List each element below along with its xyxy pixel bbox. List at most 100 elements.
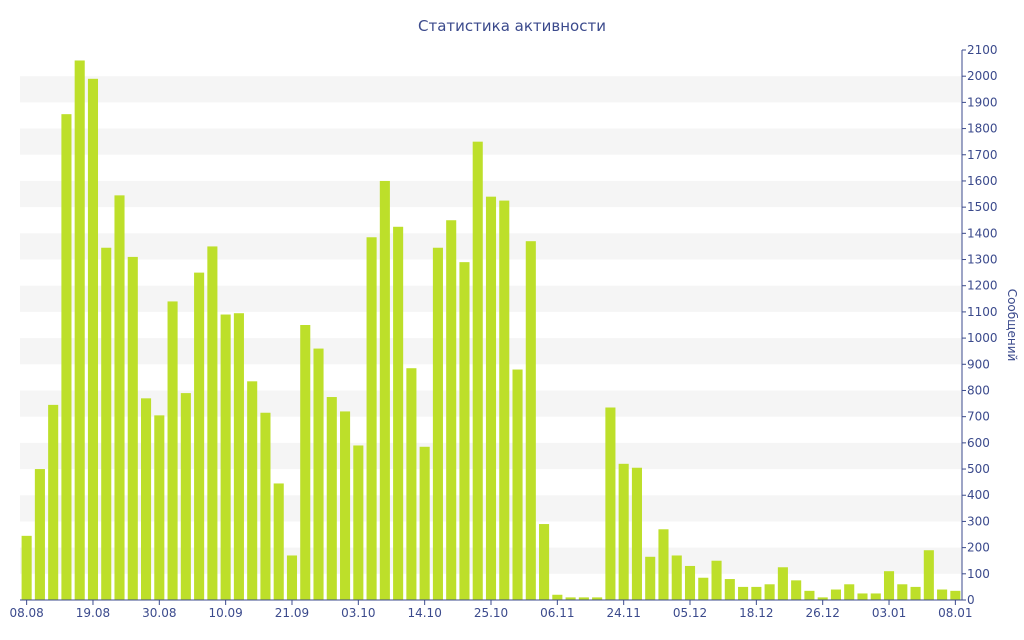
y-tick-label: 300	[967, 514, 990, 528]
bar	[393, 226, 404, 601]
bar	[857, 593, 868, 600]
x-tick-label: 21.09	[275, 606, 309, 620]
bar	[220, 314, 231, 600]
bar	[273, 483, 284, 600]
bar	[194, 272, 205, 600]
bar	[950, 590, 961, 600]
y-tick-label: 1800	[967, 122, 998, 136]
bar	[260, 412, 271, 600]
y-tick-label: 800	[967, 383, 990, 397]
y-tick-label: 1200	[967, 279, 998, 293]
bar	[512, 369, 523, 600]
y-axis: 0 100 200 300 400 500 600 700 800 900 1000 1100 1200…	[961, 43, 998, 607]
bar	[366, 237, 377, 600]
bar	[830, 589, 841, 600]
bar	[406, 368, 417, 600]
grid-band	[20, 76, 962, 103]
bar	[48, 404, 59, 600]
x-tick-label: 24.11	[606, 606, 640, 620]
y-tick-label: 400	[967, 488, 990, 502]
y-tick-label: 200	[967, 541, 990, 555]
bar	[897, 584, 908, 600]
bar	[286, 555, 298, 600]
bar	[340, 411, 351, 600]
bar	[379, 180, 390, 600]
bar	[658, 529, 669, 600]
bar	[207, 246, 218, 600]
bar	[419, 446, 430, 600]
x-tick-label: 26.12	[806, 606, 840, 620]
bar	[578, 597, 589, 600]
bar	[791, 580, 802, 600]
y-tick-label: 700	[967, 410, 990, 424]
y-tick-label: 900	[967, 357, 990, 371]
y-axis-label: Сообщений	[1005, 289, 1019, 362]
bar	[74, 60, 85, 600]
bar	[539, 524, 550, 600]
y-tick-label: 1700	[967, 148, 998, 162]
bar	[724, 579, 735, 600]
bar	[764, 584, 775, 600]
y-tick-label: 1500	[967, 200, 998, 214]
bar	[180, 393, 191, 600]
bar	[645, 556, 656, 600]
x-tick-label: 10.09	[208, 606, 242, 620]
y-tick-label: 2000	[967, 69, 998, 83]
y-tick-label: 0	[967, 593, 975, 607]
bar	[711, 560, 722, 600]
bar	[910, 586, 921, 600]
x-tick-label: 08.08	[9, 606, 43, 620]
bar	[114, 195, 125, 600]
bar	[432, 247, 443, 600]
x-tick-label: 18.12	[739, 606, 773, 620]
bar	[671, 555, 682, 600]
bar-series	[21, 60, 961, 601]
x-tick-label: 19.08	[76, 606, 110, 620]
y-tick-label: 500	[967, 462, 990, 476]
chart-title: Статистика активности	[418, 17, 606, 35]
y-tick-label: 1300	[967, 253, 998, 267]
bar	[870, 593, 881, 600]
bar	[61, 114, 72, 601]
bar	[698, 577, 709, 600]
x-tick-label: 30.08	[142, 606, 176, 620]
grid-band	[20, 128, 962, 155]
x-tick-label: 05.12	[673, 606, 707, 620]
x-tick-label: 03.01	[872, 606, 906, 620]
bar	[777, 567, 788, 600]
bar	[154, 415, 165, 600]
y-tick-label: 1400	[967, 226, 998, 240]
bar	[141, 398, 152, 600]
bar	[233, 313, 244, 600]
y-tick-label: 1100	[967, 305, 998, 319]
bar	[738, 586, 749, 600]
bar	[472, 141, 483, 600]
bar	[313, 348, 324, 600]
bar	[631, 467, 642, 600]
bar	[565, 597, 576, 600]
x-axis: 08.08 19.08 30.08 10.09 21.09 03.10 14.10 25.10…	[9, 599, 973, 620]
bar	[485, 196, 497, 600]
bar	[804, 590, 815, 600]
bar	[883, 571, 895, 600]
y-tick-label: 1900	[967, 95, 998, 109]
x-tick-label: 14.10	[407, 606, 441, 620]
bar	[300, 325, 311, 600]
x-tick-label: 03.10	[341, 606, 375, 620]
x-tick-label: 06.11	[540, 606, 574, 620]
bar	[127, 256, 138, 600]
bar	[684, 565, 696, 600]
bar	[844, 584, 855, 600]
y-tick-label: 600	[967, 436, 990, 450]
bar	[353, 445, 364, 600]
bar	[167, 301, 178, 600]
bar	[499, 200, 510, 600]
bar	[937, 589, 948, 600]
y-tick-label: 1600	[967, 174, 998, 188]
bar	[605, 407, 616, 600]
bar	[101, 247, 112, 600]
bar	[446, 220, 457, 600]
bar	[923, 550, 934, 600]
x-tick-label: 25.10	[474, 606, 508, 620]
